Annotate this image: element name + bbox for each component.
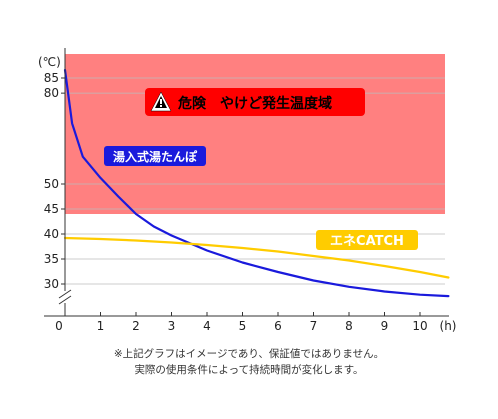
x-tick-label: 2 bbox=[132, 319, 140, 333]
x-tick-label: 5 bbox=[239, 319, 247, 333]
note-line-1: ※上記グラフはイメージであり、保証値ではありません。 bbox=[113, 348, 385, 360]
y-tick-label: 40 bbox=[44, 227, 59, 241]
warning-triangle-icon bbox=[150, 91, 172, 112]
series-line-1 bbox=[63, 236, 450, 279]
danger-label-badge: 危険 やけど発生温度域 bbox=[145, 88, 365, 116]
x-tick-label: 7 bbox=[310, 319, 318, 333]
y-tick-label: 80 bbox=[44, 86, 59, 100]
y-tick-label: 50 bbox=[44, 177, 59, 191]
legend-label-yuirishiki: 湯入式湯たんぽ bbox=[104, 146, 206, 166]
x-tick-label: 6 bbox=[274, 319, 282, 333]
x-tick-label: 8 bbox=[345, 319, 353, 333]
x-tick-label: 1 bbox=[97, 319, 105, 333]
x-tick-label: 4 bbox=[203, 319, 211, 333]
x-tick-label: 3 bbox=[168, 319, 176, 333]
y-tick-label: 45 bbox=[44, 202, 59, 216]
note-line-2: 実際の使用条件によって持続時間が変化します。 bbox=[134, 364, 364, 376]
danger-zone bbox=[65, 54, 445, 214]
axes bbox=[44, 48, 449, 317]
y-tick-label: 35 bbox=[44, 252, 59, 266]
x-tick-label: 10 bbox=[412, 319, 427, 333]
y-tick-label: 30 bbox=[44, 277, 59, 291]
x-axis-label: (h) bbox=[440, 319, 457, 333]
axis-break-mark-1 bbox=[58, 289, 72, 299]
legend-label-enecatch: エネCATCH bbox=[316, 230, 418, 250]
danger-label-background bbox=[145, 88, 365, 116]
x-tick-label: 9 bbox=[381, 319, 389, 333]
y-tick-label: 85 bbox=[44, 71, 59, 85]
x-tick-label: 0 bbox=[55, 319, 63, 333]
y-axis-label: (℃) bbox=[38, 55, 61, 69]
legend-text-yuirishiki: 湯入式湯たんぽ bbox=[113, 149, 198, 164]
axis-break-mark-2 bbox=[58, 295, 72, 305]
danger-label-text: 危険 やけど発生温度域 bbox=[177, 95, 332, 112]
legend-text-enecatch: エネCATCH bbox=[330, 234, 404, 249]
